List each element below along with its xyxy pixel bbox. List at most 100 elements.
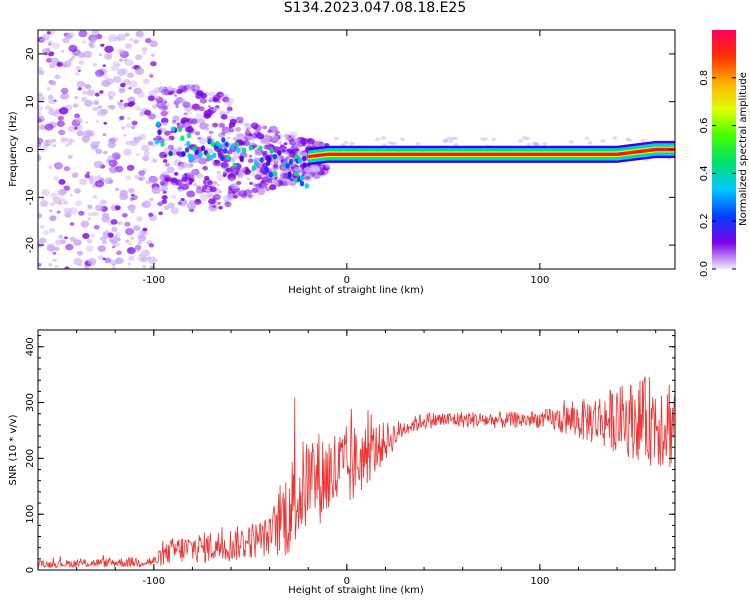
spectral-blob bbox=[276, 130, 280, 134]
spectral-blob bbox=[68, 58, 73, 62]
spectral-blob bbox=[125, 228, 134, 236]
spectral-blob bbox=[176, 146, 183, 151]
spectral-blob bbox=[168, 91, 173, 96]
spectral-blob bbox=[123, 134, 127, 137]
chart-title: S134.2023.047.08.18.E25 bbox=[283, 0, 467, 16]
spectral-blob bbox=[40, 198, 44, 201]
spectral-blob bbox=[38, 94, 45, 103]
spectral-blob bbox=[137, 235, 147, 242]
spectral-blob bbox=[49, 215, 57, 222]
spectral-blob bbox=[147, 95, 155, 102]
spectral-blob bbox=[264, 135, 270, 139]
spectral-blob bbox=[212, 181, 218, 185]
spectral-blob bbox=[144, 109, 152, 116]
colorbar-gradient bbox=[712, 30, 736, 269]
spectral-blob bbox=[283, 142, 288, 146]
spectral-blob bbox=[285, 152, 290, 156]
spectral-blob bbox=[226, 103, 231, 107]
spectral-blob bbox=[114, 205, 121, 211]
spectral-blob bbox=[87, 204, 92, 208]
spectral-blob bbox=[343, 140, 349, 145]
spectral-blob bbox=[375, 137, 380, 141]
spectral-blob bbox=[157, 86, 166, 93]
spectral-blob bbox=[640, 138, 646, 143]
spectral-blob bbox=[128, 242, 132, 245]
spectral-blob bbox=[141, 155, 150, 162]
spectral-blob bbox=[49, 227, 56, 233]
spectral-blob bbox=[450, 136, 455, 141]
spectral-blob bbox=[116, 33, 126, 41]
spectral-blob bbox=[446, 136, 452, 141]
spectral-blob bbox=[49, 107, 54, 112]
spectral-blob bbox=[111, 226, 118, 232]
spectral-blob bbox=[244, 134, 253, 141]
spectral-blob bbox=[161, 199, 168, 204]
spectral-blob bbox=[126, 164, 135, 171]
spectral-blob bbox=[88, 212, 94, 217]
spectral-blob bbox=[216, 174, 225, 182]
spectral-blob bbox=[78, 52, 86, 59]
spectral-blob bbox=[303, 166, 311, 173]
spectral-blob bbox=[64, 266, 70, 269]
spectral-blob bbox=[130, 236, 135, 240]
spectral-blob bbox=[74, 126, 78, 130]
spectral-blob bbox=[185, 125, 194, 133]
spectral-blob bbox=[198, 157, 207, 164]
x-tick-label: -100 bbox=[142, 275, 165, 286]
spectral-blob bbox=[147, 141, 154, 146]
spectral-blob bbox=[211, 160, 216, 164]
spectral-blob bbox=[51, 42, 60, 49]
spectral-blob bbox=[123, 79, 131, 85]
spectral-blob bbox=[120, 68, 129, 75]
spectral-ridge bbox=[308, 140, 675, 166]
spectral-blob bbox=[288, 180, 297, 187]
spectral-hotspot bbox=[168, 150, 173, 157]
spectral-blob bbox=[104, 177, 114, 185]
snr-frame bbox=[37, 329, 676, 571]
spectral-blob bbox=[75, 200, 83, 207]
spectral-blob bbox=[48, 109, 55, 116]
spectral-blob bbox=[74, 113, 81, 119]
spectral-blob bbox=[220, 161, 229, 168]
spectral-blob bbox=[85, 245, 94, 252]
spectral-blob bbox=[217, 148, 224, 154]
spectral-hotspot bbox=[226, 154, 231, 161]
spectral-blob bbox=[161, 88, 170, 96]
spectral-blob bbox=[391, 141, 397, 146]
spectral-blob bbox=[256, 188, 266, 195]
spectral-blob bbox=[60, 92, 70, 100]
spectral-blob bbox=[224, 97, 234, 105]
spectral-blob bbox=[125, 43, 133, 49]
spectral-blob bbox=[108, 104, 116, 110]
spectral-hotspot bbox=[272, 153, 278, 160]
spectral-blob bbox=[135, 54, 143, 61]
spectral-blob bbox=[119, 99, 124, 103]
spectral-hotspot bbox=[294, 170, 299, 177]
spectral-blob bbox=[231, 185, 241, 192]
spectral-blob bbox=[233, 194, 238, 199]
spectral-blob bbox=[95, 204, 104, 212]
spectral-blob bbox=[134, 244, 142, 251]
spectral-blob bbox=[306, 143, 311, 147]
spectral-blob bbox=[415, 141, 421, 146]
spectral-hotspot bbox=[288, 158, 294, 165]
x-tick-label: 100 bbox=[530, 576, 549, 587]
spectral-blob bbox=[195, 113, 204, 120]
spectral-blob bbox=[135, 136, 143, 142]
spectral-blob bbox=[232, 136, 238, 141]
spectral-blob bbox=[148, 113, 157, 120]
spectral-blob bbox=[207, 180, 214, 186]
spectral-hotspot bbox=[285, 163, 290, 169]
spectral-blob bbox=[290, 166, 294, 169]
spectral-blob bbox=[150, 53, 155, 57]
spectral-blob bbox=[72, 103, 79, 108]
spectral-blob bbox=[142, 168, 148, 173]
spectral-blob bbox=[91, 39, 96, 43]
spectral-blob bbox=[38, 105, 44, 112]
spectral-blob bbox=[54, 246, 60, 252]
spectral-blob bbox=[227, 136, 231, 140]
spectral-blob bbox=[148, 256, 158, 264]
y-tick-label: 100 bbox=[25, 505, 36, 524]
spectral-hotspot bbox=[200, 145, 206, 151]
spectral-blob bbox=[81, 90, 88, 95]
